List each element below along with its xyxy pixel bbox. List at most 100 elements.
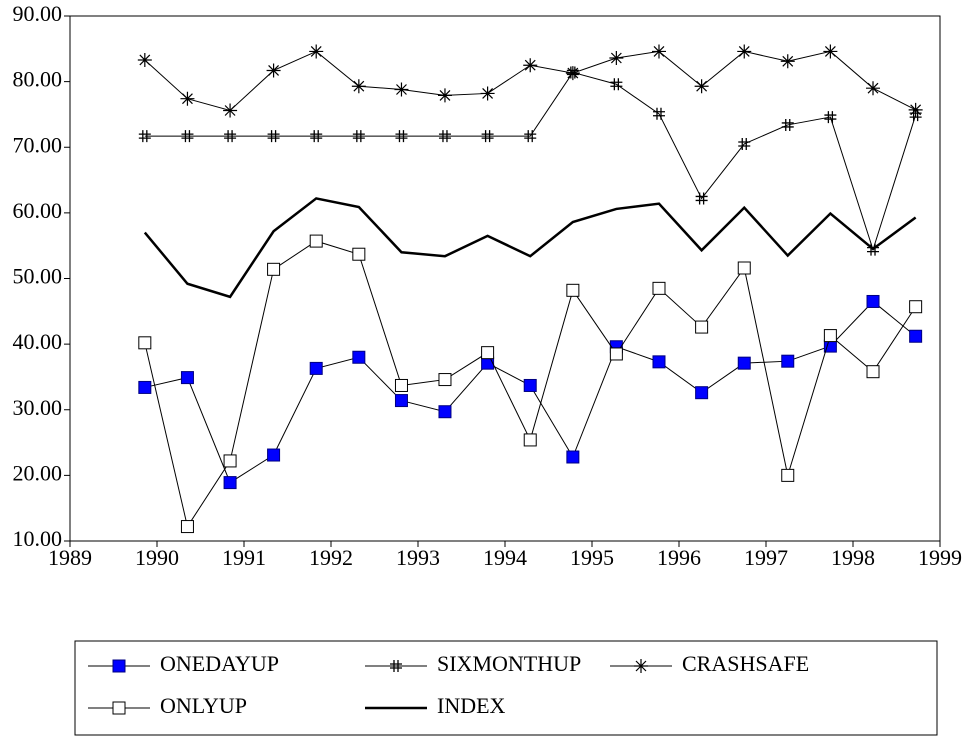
x-tick-label: 1991 xyxy=(222,545,266,570)
data-point xyxy=(866,365,880,379)
x-tick-label: 1993 xyxy=(396,545,440,570)
data-point xyxy=(352,130,365,143)
y-tick-label: 80.00 xyxy=(13,67,63,92)
data-point-shape xyxy=(480,86,495,101)
data-point xyxy=(695,386,709,400)
data-point-shape xyxy=(824,111,837,124)
data-point xyxy=(738,137,751,150)
data-point xyxy=(609,347,623,361)
data-point-shape xyxy=(137,52,152,67)
data-point-shape xyxy=(566,283,580,297)
data-point xyxy=(565,66,580,81)
legend-marker-shape xyxy=(112,701,126,715)
data-point xyxy=(780,54,795,69)
data-point xyxy=(908,102,923,117)
data-point xyxy=(824,111,837,124)
y-tick-label: 60.00 xyxy=(13,198,63,223)
x-tick-label: 1994 xyxy=(483,545,527,570)
data-point xyxy=(781,468,795,482)
data-point-shape xyxy=(223,476,237,490)
data-point xyxy=(394,394,408,408)
data-point xyxy=(309,44,324,59)
legend-box xyxy=(74,640,938,736)
data-point xyxy=(866,81,881,96)
data-point-shape xyxy=(909,329,923,343)
data-point xyxy=(223,476,237,490)
y-tick-label: 30.00 xyxy=(13,395,63,420)
y-tick-label: 90.00 xyxy=(13,1,63,26)
legend-label: INDEX xyxy=(437,693,506,718)
data-point-shape xyxy=(566,450,580,464)
data-point xyxy=(223,103,238,118)
x-tick-label: 1999 xyxy=(918,545,962,570)
legend-marker-shape xyxy=(634,659,648,673)
data-point xyxy=(781,354,795,368)
data-point-shape xyxy=(523,58,538,73)
data-point-shape xyxy=(394,378,408,392)
data-point xyxy=(394,378,408,392)
data-point-shape xyxy=(610,78,623,91)
data-point xyxy=(437,88,452,103)
data-point xyxy=(438,130,451,143)
data-point-shape xyxy=(352,350,366,364)
data-point-shape xyxy=(395,130,408,143)
data-point xyxy=(609,51,624,65)
data-point xyxy=(181,130,194,143)
data-point xyxy=(395,130,408,143)
plot-frame xyxy=(69,15,941,542)
data-point xyxy=(267,448,281,462)
x-tick-label: 1996 xyxy=(657,545,701,570)
data-point-shape xyxy=(737,44,752,59)
data-point-shape xyxy=(438,130,451,143)
data-point xyxy=(909,300,923,314)
data-point-shape xyxy=(138,130,151,143)
data-point xyxy=(651,44,666,59)
data-point xyxy=(566,283,580,297)
data-point-shape xyxy=(224,130,237,143)
data-point xyxy=(138,336,152,350)
data-point xyxy=(694,79,709,94)
data-point-shape xyxy=(267,130,280,143)
data-point-shape xyxy=(695,192,708,205)
data-point-shape xyxy=(309,234,323,248)
data-point-shape xyxy=(909,300,923,314)
data-point-shape xyxy=(652,281,666,295)
data-point xyxy=(523,378,537,392)
y-tick-label: 50.00 xyxy=(13,264,63,289)
series-line xyxy=(143,197,917,299)
data-point xyxy=(223,454,237,468)
data-point-shape xyxy=(180,91,195,106)
data-point xyxy=(394,82,409,97)
data-point-shape xyxy=(866,294,880,308)
data-point-shape xyxy=(780,54,795,69)
data-point-shape xyxy=(481,130,494,143)
data-point-shape xyxy=(695,386,709,400)
data-point xyxy=(224,130,237,143)
data-point-shape xyxy=(267,448,281,462)
data-point xyxy=(909,329,923,343)
data-point-shape xyxy=(309,361,323,375)
data-point-shape xyxy=(652,355,666,369)
data-point xyxy=(138,380,152,394)
data-point xyxy=(866,294,880,308)
data-point-shape xyxy=(223,454,237,468)
data-point xyxy=(823,329,837,343)
data-point-shape xyxy=(781,118,794,131)
data-point-shape xyxy=(310,130,323,143)
series-line xyxy=(144,71,917,252)
data-point xyxy=(267,262,281,276)
x-tick-label: 1990 xyxy=(135,545,179,570)
data-point xyxy=(138,130,151,143)
data-point-shape xyxy=(438,373,452,387)
data-point xyxy=(695,192,708,205)
data-point xyxy=(566,450,580,464)
legend-marker-shape xyxy=(390,660,402,672)
data-point xyxy=(352,247,366,261)
data-point-shape xyxy=(223,103,238,118)
data-point-shape xyxy=(694,79,709,94)
legend-marker xyxy=(634,659,648,673)
data-point xyxy=(481,130,494,143)
data-point-shape xyxy=(695,320,709,334)
